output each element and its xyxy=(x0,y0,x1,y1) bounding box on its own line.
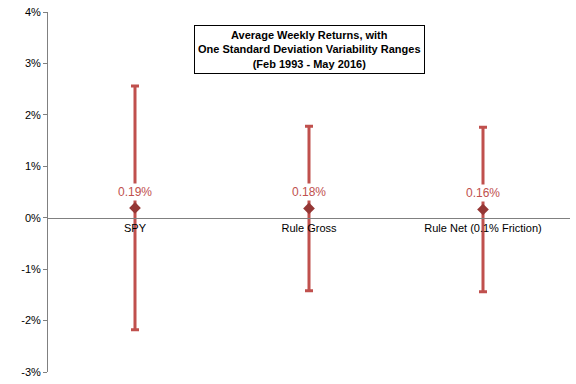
svg-text:3%: 3% xyxy=(25,57,41,69)
svg-text:Average Weekly Returns, withOn: Average Weekly Returns, withOne Standard… xyxy=(198,29,421,70)
svg-text:-1%: -1% xyxy=(21,263,41,275)
svg-text:0.18%: 0.18% xyxy=(292,185,326,199)
svg-text:Rule Net (0.1% Friction): Rule Net (0.1% Friction) xyxy=(424,222,541,234)
svg-text:Rule Gross: Rule Gross xyxy=(281,222,337,234)
svg-text:SPY: SPY xyxy=(124,222,147,234)
svg-text:-3%: -3% xyxy=(21,366,41,378)
svg-text:0.16%: 0.16% xyxy=(466,186,500,200)
svg-text:-2%: -2% xyxy=(21,314,41,326)
svg-text:0.19%: 0.19% xyxy=(118,185,152,199)
svg-text:0%: 0% xyxy=(25,212,41,224)
svg-text:4%: 4% xyxy=(25,6,41,18)
svg-text:1%: 1% xyxy=(25,160,41,172)
svg-text:2%: 2% xyxy=(25,109,41,121)
